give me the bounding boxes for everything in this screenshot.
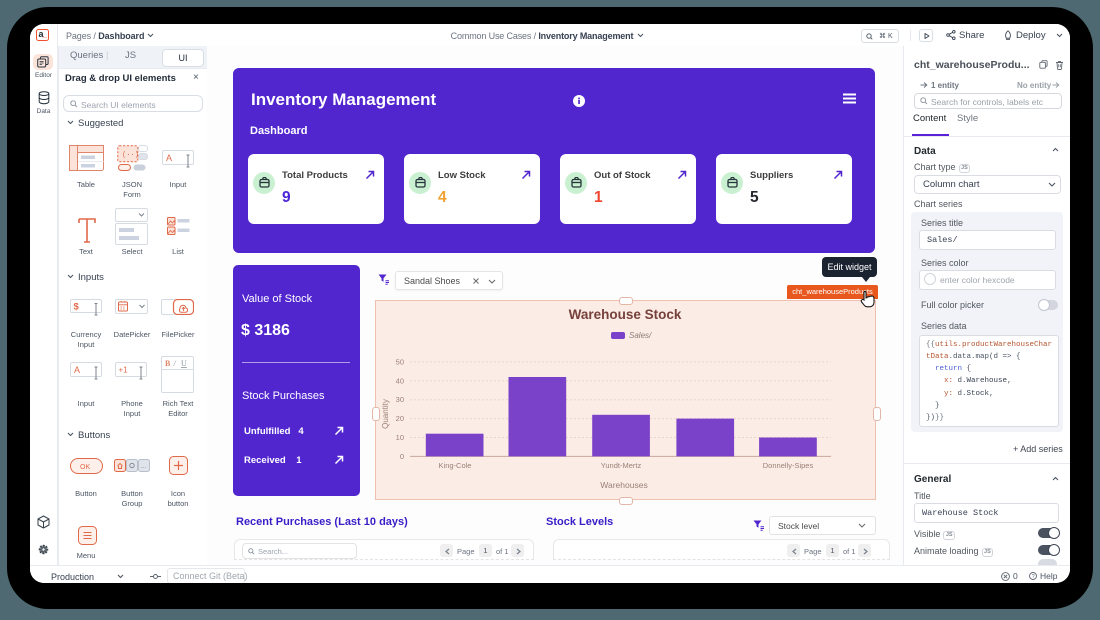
svg-text:(··): (··) bbox=[122, 152, 139, 160]
svg-text:+1: +1 bbox=[119, 366, 129, 375]
svg-text:B: B bbox=[165, 359, 171, 368]
svg-text:Yundt-Mertz: Yundt-Mertz bbox=[601, 461, 642, 470]
svg-text:?: ? bbox=[1032, 574, 1035, 580]
svg-text:...: ... bbox=[141, 464, 146, 470]
svg-text:OK: OK bbox=[80, 464, 90, 471]
svg-text:40: 40 bbox=[396, 376, 404, 385]
svg-text:Warehouses: Warehouses bbox=[600, 480, 647, 490]
svg-text:A: A bbox=[166, 153, 172, 163]
svg-text:King-Cole: King-Cole bbox=[439, 461, 472, 470]
svg-text:50: 50 bbox=[396, 357, 404, 366]
svg-text:30: 30 bbox=[396, 395, 404, 404]
svg-text:U: U bbox=[181, 359, 187, 368]
svg-text:Quantity: Quantity bbox=[381, 399, 390, 429]
svg-text:0: 0 bbox=[400, 452, 404, 461]
svg-text:/: / bbox=[173, 359, 177, 368]
svg-text:Donnelly-Sipes: Donnelly-Sipes bbox=[763, 461, 814, 470]
svg-text:20: 20 bbox=[396, 414, 404, 423]
svg-text:A: A bbox=[74, 365, 80, 375]
svg-text:$: $ bbox=[74, 302, 80, 313]
svg-text:10: 10 bbox=[396, 433, 404, 442]
